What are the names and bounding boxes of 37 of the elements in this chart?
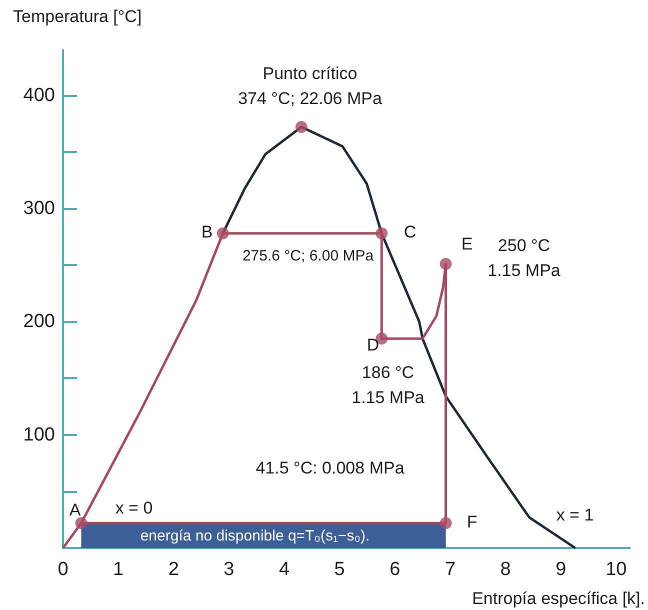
annotation: D [366, 336, 380, 354]
annotation: Punto crítico 374 °C; 22.06 MPa [238, 64, 382, 108]
x-tick-label: 4 [278, 559, 290, 580]
x-tick-label: 3 [224, 559, 234, 580]
annotation: 41.5 °C: 0.008 MPa [256, 458, 405, 478]
x-tick-label: 10 [606, 559, 627, 580]
x-tick-label: 7 [444, 559, 456, 580]
annotation: B [201, 222, 213, 242]
annotation: 275.6 °C; 6.00 MPa [242, 248, 374, 264]
x-tick-label: 1 [113, 559, 124, 580]
x-tick-label: 6 [390, 559, 400, 580]
point [376, 227, 388, 240]
annotation: E [461, 234, 473, 254]
annotation: A [69, 500, 82, 520]
annotation: x = 1 [556, 506, 594, 524]
annotation: C [404, 222, 416, 242]
y-tick-label: 400 [23, 84, 55, 106]
x-tick-label: 0 [58, 559, 68, 580]
point [216, 227, 229, 240]
y-tick-label: 100 [23, 424, 55, 446]
annotation: energía no disponible q=T₀(s₁−s₀). [140, 528, 370, 544]
y-axis-title: Temperatura [°C] [13, 7, 142, 26]
point [75, 517, 88, 530]
y-tick-label: 300 [23, 198, 55, 219]
x-tick-label: 9 [556, 559, 566, 580]
annotation: 186 °C 1.15 MPa [352, 363, 425, 407]
x-tick-label: 5 [334, 559, 345, 580]
point [440, 258, 452, 270]
y-tick-label: 200 [23, 311, 55, 332]
x-tick-label: 8 [500, 559, 511, 580]
annotation: 250 °C 1.15 MPa [488, 236, 561, 280]
point [440, 517, 452, 530]
x-tick-label: 2 [168, 559, 179, 580]
annotation: F [466, 512, 478, 532]
annotation: x = 0 [115, 498, 153, 518]
point [295, 120, 308, 133]
x-axis-title: Entropía específica [k]. [472, 589, 645, 608]
